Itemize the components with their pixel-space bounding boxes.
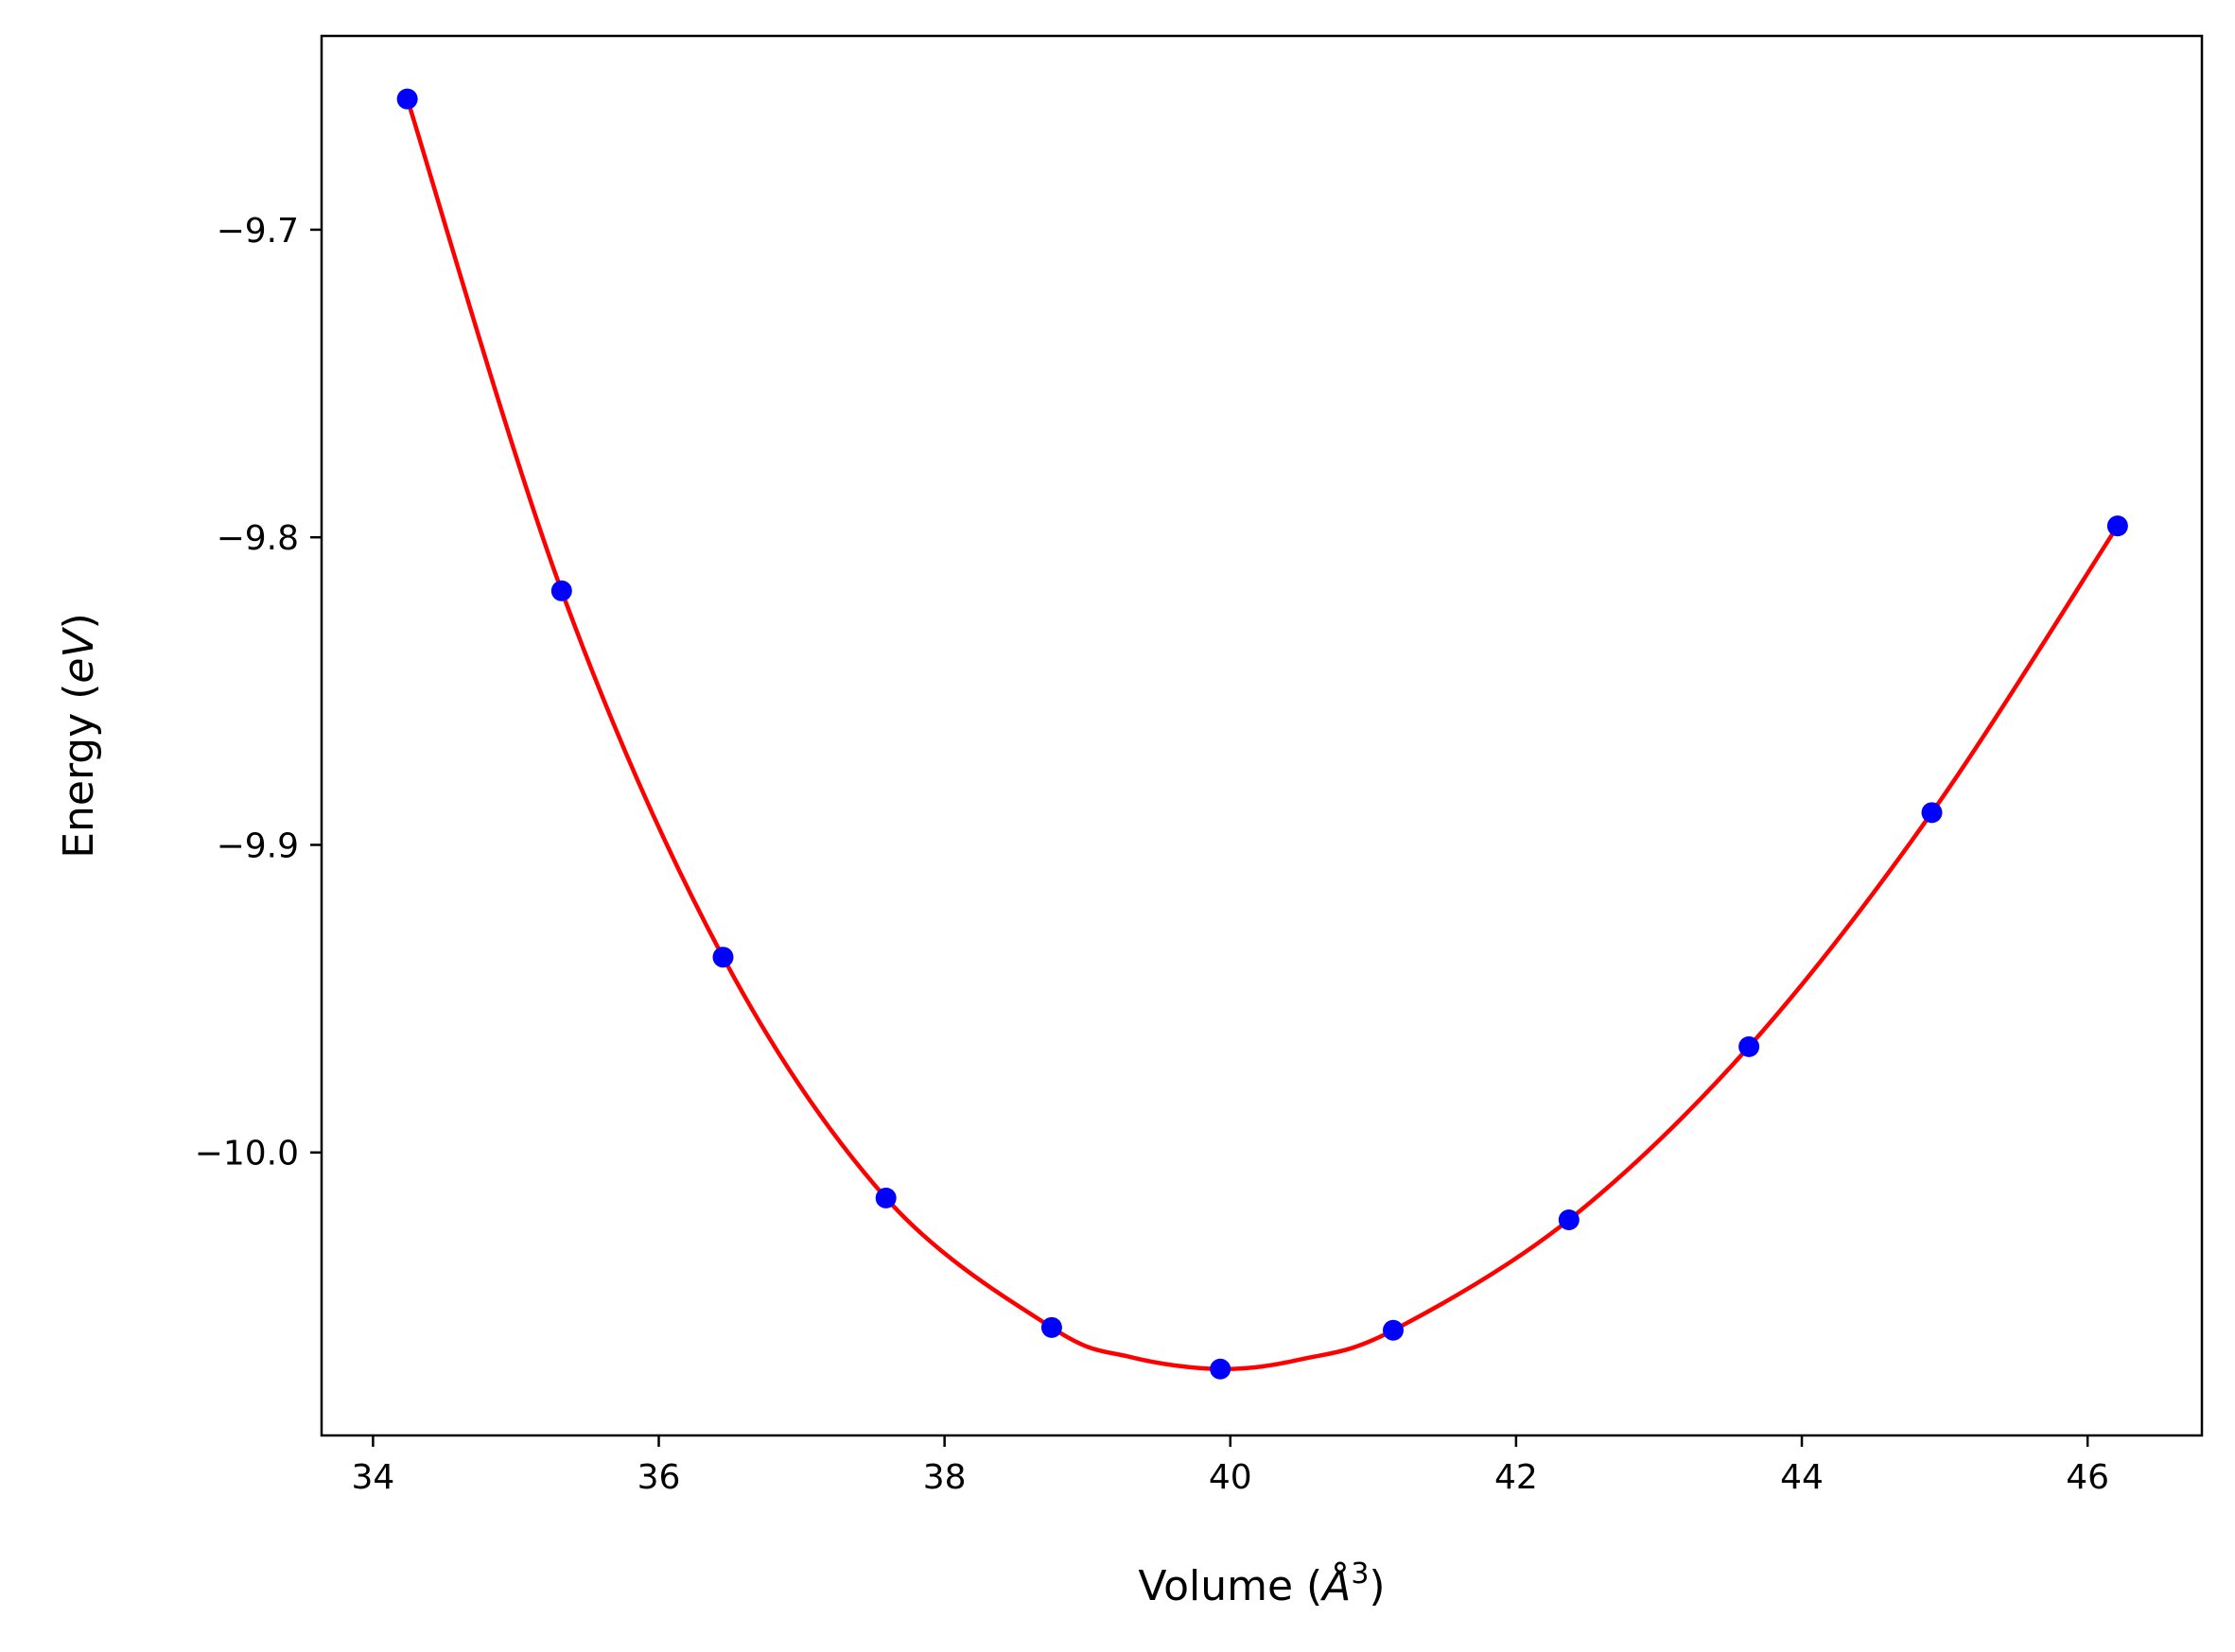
- x-axis-label-prefix: Volume (: [1138, 1562, 1322, 1610]
- y-tick-label: −9.8: [217, 519, 299, 558]
- y-axis: −9.7 −9.8 −9.9 −10.0: [195, 212, 322, 1174]
- y-axis-label: Energy (eV): [55, 613, 103, 859]
- data-point: [1738, 1035, 1760, 1057]
- data-point: [550, 580, 572, 601]
- x-tick-label: 46: [2066, 1458, 2109, 1497]
- y-tick-label: −9.9: [217, 826, 299, 865]
- x-tick-label: 42: [1494, 1458, 1538, 1497]
- data-point: [1210, 1358, 1231, 1380]
- x-tick-label: 34: [351, 1458, 394, 1497]
- x-tick-label: 40: [1209, 1458, 1252, 1497]
- data-point: [2106, 515, 2128, 537]
- x-tick-label: 36: [637, 1458, 681, 1497]
- x-tick-label: 44: [1780, 1458, 1824, 1497]
- y-axis-label-prefix: Energy (: [55, 684, 103, 859]
- data-point: [712, 947, 734, 968]
- data-point: [396, 88, 418, 110]
- data-point: [1558, 1209, 1580, 1230]
- y-axis-label-suffix: ): [55, 613, 103, 629]
- x-axis: 34 36 38 40 42 44 46: [351, 1435, 2109, 1497]
- data-point: [1382, 1319, 1404, 1341]
- plot-area: [396, 88, 2128, 1380]
- y-axis-label-unit: eV: [55, 627, 103, 684]
- y-tick-label: −9.7: [217, 212, 299, 251]
- x-tick-label: 38: [923, 1458, 967, 1497]
- data-point: [1921, 802, 1943, 824]
- data-point: [1040, 1316, 1062, 1338]
- y-tick-label: −10.0: [195, 1135, 299, 1174]
- x-axis-label-exponent: 3: [1351, 1557, 1369, 1591]
- fit-curve-line: [405, 98, 2120, 1371]
- x-axis-label-symbol: Å: [1319, 1560, 1351, 1610]
- x-axis-label: Volume (Å3): [1138, 1557, 1385, 1610]
- axes-frame: [320, 34, 2204, 1437]
- data-point: [875, 1187, 897, 1209]
- x-axis-label-suffix: ): [1369, 1562, 1385, 1610]
